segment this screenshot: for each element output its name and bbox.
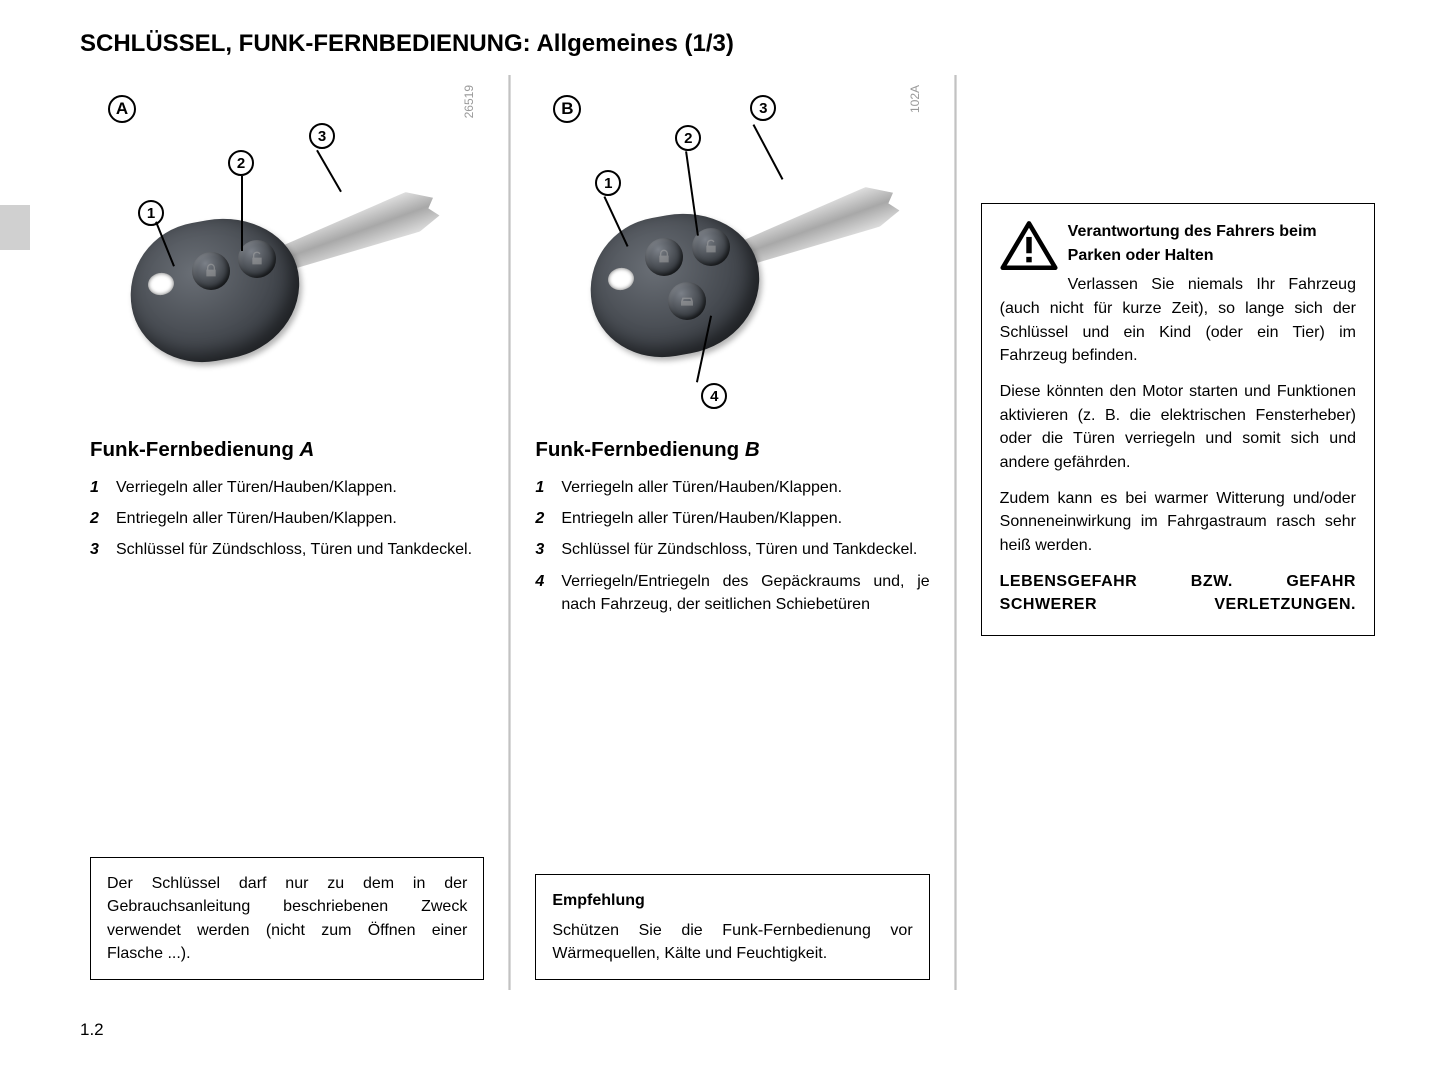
note-box-a: Der Schlüssel darf nur zu dem in der Geb… [90, 857, 484, 980]
column-c: Verantwortung des Fahrers beim Parken od… [961, 75, 1395, 990]
warning-triangle-icon [1000, 220, 1058, 272]
warning-header: Verantwortung des Fahrers beim Parken od… [1000, 220, 1356, 368]
lead-a-2 [241, 176, 243, 251]
column-a: A 26519 1 2 3 Funk-Fernbedienung A 1Verr… [70, 75, 504, 990]
note-a-text: Der Schlüssel darf nur zu dem in der Geb… [107, 872, 467, 965]
figure-b-label: B [553, 95, 581, 123]
column-b: B 102A 1 2 3 4 Funk-Fernbedienung B [515, 75, 949, 990]
page-tab-marker [0, 205, 30, 250]
key-a-blade [278, 184, 443, 278]
callout-a-3: 3 [309, 123, 335, 149]
callout-a-1: 1 [138, 200, 164, 226]
column-divider-1 [508, 75, 511, 990]
heading-b-suffix: B [745, 438, 760, 461]
note-box-b: Empfehlung Schützen Sie die Funk-Fernbed… [535, 874, 929, 980]
figure-b: B 102A 1 2 3 4 [535, 75, 929, 420]
key-a-illustration [130, 185, 450, 385]
warning-p1: Verlassen Sie niemals Ihr Fahrzeug (auch… [1000, 273, 1356, 368]
page-title: SCHLÜSSEL, FUNK-FERNBEDIENUNG: Allgemein… [80, 30, 734, 58]
figure-a-label: A [108, 95, 136, 123]
list-a-item: 3Schlüssel für Zündschloss, Türen und Ta… [90, 538, 484, 561]
list-b: 1Verriegeln aller Türen/Hauben/Klappen. … [535, 476, 929, 624]
figure-b-code: 102A [908, 85, 922, 113]
key-b-blade [738, 179, 903, 273]
heading-a-prefix: Funk-Fernbedienung [90, 438, 300, 461]
lead-b-3 [753, 124, 784, 180]
list-a: 1Verriegeln aller Türen/Hauben/Klappen. … [90, 476, 484, 570]
callout-a-2: 2 [228, 150, 254, 176]
warning-p2: Diese könnten den Motor starten und Funk… [1000, 380, 1356, 475]
heading-a-suffix: A [300, 438, 315, 461]
page-number: 1.2 [80, 1020, 104, 1040]
note-b-title: Empfehlung [552, 889, 912, 912]
figure-a: A 26519 1 2 3 [90, 75, 484, 420]
list-a-item: 2Entriegeln aller Türen/Hauben/Klappen. [90, 507, 484, 530]
figure-a-code: 26519 [462, 85, 476, 118]
heading-b-prefix: Funk-Fernbedienung [535, 438, 745, 461]
key-b-illustration [590, 180, 910, 380]
key-a-button-lock [192, 252, 230, 290]
warning-p3: Zudem kann es bei warmer Witterung und/o… [1000, 487, 1356, 558]
callout-b-4: 4 [701, 383, 727, 409]
column-divider-2 [954, 75, 957, 990]
list-b-item: 3Schlüssel für Zündschloss, Türen und Ta… [535, 538, 929, 561]
key-a-button-unlock [238, 240, 276, 278]
key-a-head [119, 206, 311, 373]
list-b-item: 2Entriegeln aller Türen/Hauben/Klappen. [535, 507, 929, 530]
warning-box: Verantwortung des Fahrers beim Parken od… [981, 203, 1375, 636]
list-a-item: 1Verriegeln aller Türen/Hauben/Klappen. [90, 476, 484, 499]
note-b-text: Schützen Sie die Funk-Fernbedienung vor … [552, 919, 912, 965]
callout-b-2: 2 [675, 125, 701, 151]
list-b-item: 1Verriegeln aller Türen/Hauben/Klappen. [535, 476, 929, 499]
callout-b-3: 3 [750, 95, 776, 121]
heading-b: Funk-Fernbedienung B [535, 438, 929, 462]
heading-a: Funk-Fernbedienung A [90, 438, 484, 462]
list-b-item: 4Verriegeln/Entriegeln des Gepäckraums u… [535, 570, 929, 616]
content-columns: A 26519 1 2 3 Funk-Fernbedienung A 1Verr… [70, 75, 1395, 990]
warning-final: LEBENSGEFAHR BZW. GEFAHR SCHWERER VERLET… [1000, 570, 1356, 617]
